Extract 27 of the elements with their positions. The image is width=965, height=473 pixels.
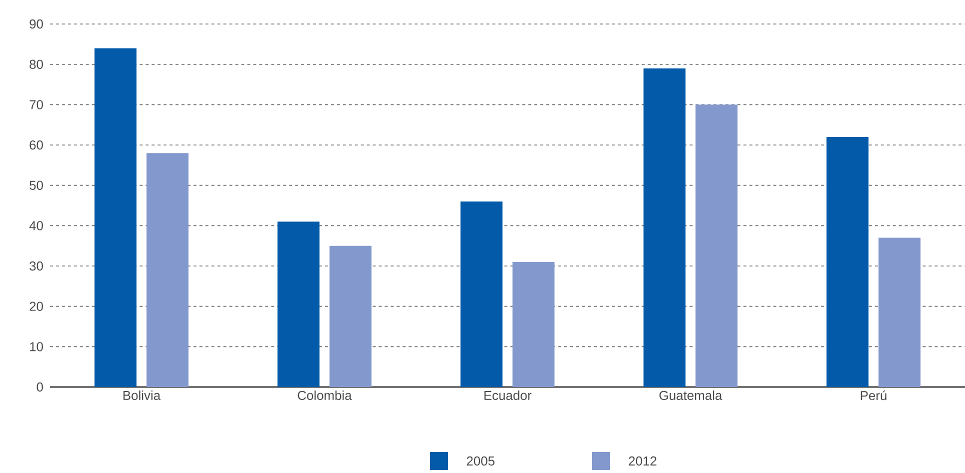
y-tick-label: 70 [30,100,43,110]
bar [278,222,320,387]
x-tick-label: Ecuador [484,390,532,400]
y-tick-label: 20 [30,302,43,311]
y-tick-label: 50 [30,180,43,190]
bar [644,68,686,387]
legend-label: 2005 [466,456,494,466]
bar [94,48,136,387]
y-tick-label: 40 [29,221,43,230]
bar [878,238,921,387]
y-tick-label: 30 [30,261,43,271]
y-tick-label: 10 [30,342,43,352]
y-tick-label: 80 [30,60,43,69]
bar [146,153,188,387]
legend-label: 2012 [628,456,656,466]
y-tick-label: 0 [36,382,43,392]
x-tick-label: Bolivia [123,390,161,400]
bar [696,104,738,387]
x-tick-label: Perú [860,390,886,400]
bar [512,262,555,387]
bar [330,246,372,387]
bar [826,136,869,387]
bar [460,201,503,387]
y-tick-label: 90 [30,19,43,29]
x-tick-label: Colombia [298,390,352,400]
y-tick-label: 60 [30,140,43,150]
x-tick-label: Guatemala [659,390,722,400]
